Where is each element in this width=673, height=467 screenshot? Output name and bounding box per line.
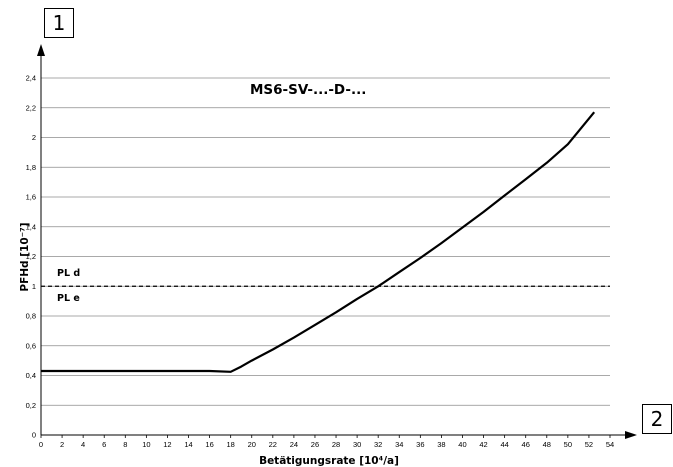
x-tick-label: 44: [500, 440, 508, 449]
x-tick-label: 14: [184, 440, 192, 449]
y-tick-label: 2,4: [26, 74, 36, 83]
annotation-pl-d: PL d: [57, 268, 80, 279]
x-tick-label: 16: [205, 440, 213, 449]
pfh-series-line: [41, 111, 596, 373]
x-axis-arrow: [625, 431, 637, 439]
axis-marker-2: 2: [642, 404, 672, 434]
y-tick-label: 1,6: [26, 193, 36, 202]
y-tick-label: 2: [32, 133, 36, 142]
y-axis-label: PFHd [10⁻⁷]: [19, 222, 31, 291]
axis-marker-1: 1: [44, 8, 74, 38]
x-tick-label: 34: [395, 440, 403, 449]
y-tick-label: 0,8: [26, 312, 36, 321]
x-tick-label: 20: [248, 440, 256, 449]
x-tick-label: 42: [479, 440, 487, 449]
y-tick-label: 0: [32, 431, 36, 440]
annotation-pl-e: PL e: [57, 293, 80, 304]
x-tick-label: 24: [290, 440, 298, 449]
y-tick-label: 1,8: [26, 163, 36, 172]
y-tick-label: 1: [32, 282, 36, 291]
axes: [37, 44, 637, 439]
axis-marker-1-label: 1: [52, 11, 66, 35]
x-tick-label: 46: [522, 440, 530, 449]
x-tick-label: 50: [564, 440, 572, 449]
y-tick-label: 0,4: [26, 371, 36, 380]
x-tick-label: 54: [606, 440, 614, 449]
x-tick-label: 28: [332, 440, 340, 449]
x-tick-label: 40: [458, 440, 466, 449]
y-tick-labels: 0 0,2 0,4 0,6 0,8 1 1,2 1,4 1,6 1,8 2 2,2 2,4: [26, 74, 36, 440]
x-tick-label: 12: [163, 440, 171, 449]
x-tick-label: 18: [226, 440, 234, 449]
x-tick-label: 38: [437, 440, 445, 449]
x-tick-label: 10: [142, 440, 150, 449]
x-tick-label: 22: [269, 440, 277, 449]
x-axis-label: Betätigungsrate [10⁴/a]: [259, 455, 399, 467]
x-tick-label: 2: [60, 440, 64, 449]
x-tick-label: 8: [123, 440, 127, 449]
y-tick-label: 1,4: [26, 222, 36, 231]
y-tick-label: 1,2: [26, 252, 36, 261]
y-axis-arrow: [37, 44, 45, 56]
x-tick-label: 6: [102, 440, 106, 449]
y-tick-label: 0,2: [26, 401, 36, 410]
chart-title: MS6-SV-...-D-...: [250, 82, 366, 98]
y-tick-label: 2,2: [26, 103, 36, 112]
x-tick-label: 26: [311, 440, 319, 449]
x-tick-label: 0: [39, 440, 43, 449]
y-tick-label: 0,6: [26, 341, 36, 350]
x-tick-label: 36: [416, 440, 424, 449]
x-tick-label: 48: [543, 440, 551, 449]
grid-lines: [41, 77, 610, 406]
x-tick-label: 30: [353, 440, 361, 449]
x-tick-label: 32: [374, 440, 382, 449]
x-tick-label: 52: [585, 440, 593, 449]
x-tick-labels: 0 2 4 6 8 10 12 14 16 18 20 22 24 26 28 30 32 34 36 38 40 42 4…: [39, 435, 614, 449]
axis-marker-2-label: 2: [650, 407, 664, 431]
x-tick-label: 4: [81, 440, 85, 449]
